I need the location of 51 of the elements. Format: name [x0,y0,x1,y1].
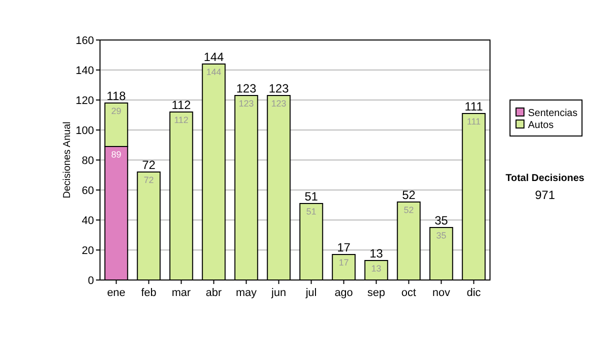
y-tick-label: 60 [82,185,94,197]
data-label: 123 [238,98,254,108]
data-label: 72 [144,175,154,185]
data-label: 13 [371,264,382,274]
total-label: 72 [142,158,156,172]
legend-label: Autos [528,120,554,131]
total-label: 123 [268,82,290,96]
text: 971 [534,188,556,202]
data-label: 112 [174,115,188,125]
total-label: 17 [337,240,351,254]
total-label: 144 [204,50,224,64]
y-tick-label: 40 [82,215,94,227]
y-tick-label: 120 [76,95,94,107]
y-tick-label: 100 [76,125,94,137]
total-label: 51 [304,190,318,204]
total-label: 112 [172,98,192,112]
data-label: 144 [206,67,222,77]
x-tick-label: nov [432,287,451,299]
total-label: 111 [464,100,484,114]
x-tick-label: ene [107,287,126,299]
y-axis-title: Decisiones Anual [62,122,73,198]
data-label: 35 [436,230,446,240]
total-label: 52 [402,188,416,202]
y-tick-label: 80 [82,155,94,167]
legend-label: Sentencias [528,108,578,119]
x-tick-label: sep [367,287,386,299]
text: Total Decisiones [506,173,585,184]
x-tick-label: oct [401,287,416,299]
data-label: 89 [111,150,122,160]
total-label: 118 [106,89,126,103]
x-tick-label: may [236,287,258,299]
total-label: 123 [236,82,257,96]
x-tick-label: mar [172,287,192,299]
data-label: 29 [111,106,122,116]
data-label: 51 [306,206,316,216]
x-tick-label: dic [466,287,482,299]
data-label: 52 [404,205,414,215]
x-tick-label: jun [270,287,286,299]
x-tick-label: feb [141,287,156,299]
data-label: 111 [466,116,481,126]
data-label: 123 [271,98,286,108]
y-tick-label: 140 [76,65,94,77]
total-label: 35 [434,214,448,228]
y-tick-label: 0 [88,275,94,287]
total-label: 13 [370,246,384,260]
y-tick-label: 20 [82,245,94,257]
x-tick-label: jul [304,287,317,299]
x-tick-label: abr [206,287,222,299]
x-tick-label: ago [334,287,353,299]
data-label: 17 [338,258,349,268]
y-tick-label: 160 [76,35,94,47]
